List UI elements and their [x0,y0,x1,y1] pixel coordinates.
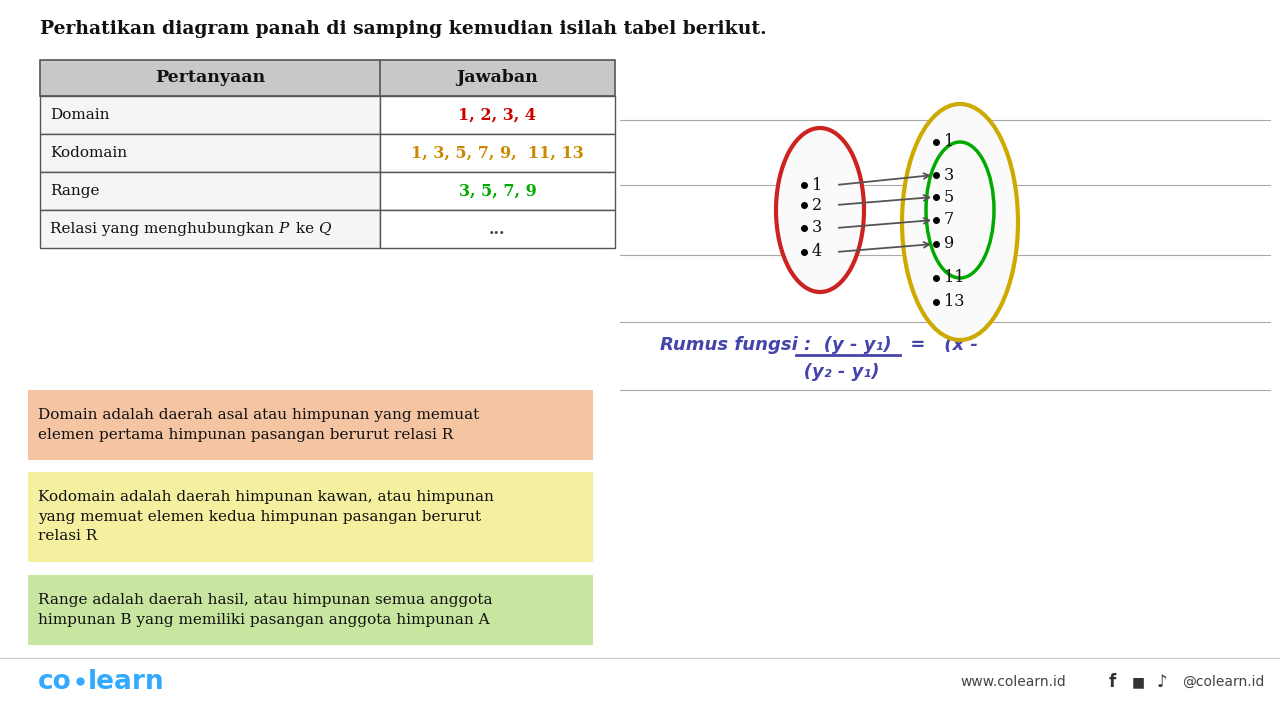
Text: ♪: ♪ [1157,673,1167,691]
Bar [28,575,593,645]
Text: 1: 1 [812,176,822,194]
Bar [40,134,380,172]
Text: Range adalah daerah hasil, atau himpunan semua anggota
himpunan B yang memiliki : Range adalah daerah hasil, atau himpunan… [38,593,493,626]
Text: Kodomain: Kodomain [50,146,127,160]
Text: 3: 3 [945,166,955,184]
Bar [380,134,614,172]
Text: 9: 9 [945,235,955,253]
Text: 1, 3, 5, 7, 9,  11, 13: 1, 3, 5, 7, 9, 11, 13 [411,145,584,161]
Bar [380,96,614,134]
Ellipse shape [925,142,995,278]
Text: P: P [278,222,288,236]
Text: 3: 3 [812,220,822,236]
Ellipse shape [776,128,864,292]
Text: (y₂ - y₁): (y₂ - y₁) [660,363,879,381]
Text: Kodomain adalah daerah himpunan kawan, atau himpunan
yang memuat elemen kedua hi: Kodomain adalah daerah himpunan kawan, a… [38,490,494,544]
Text: ke: ke [291,222,319,236]
Text: 13: 13 [945,294,965,310]
Text: 11: 11 [945,269,965,287]
Bar [40,96,380,134]
Text: @colearn.id: @colearn.id [1181,675,1265,689]
Bar [40,210,380,248]
Text: 1, 2, 3, 4: 1, 2, 3, 4 [458,107,536,124]
Text: ...: ... [489,220,506,238]
Text: Domain: Domain [50,108,110,122]
Text: Relasi yang menghubungkan: Relasi yang menghubungkan [50,222,279,236]
Ellipse shape [902,104,1018,340]
Text: 7: 7 [945,212,955,228]
Text: 2: 2 [812,197,822,214]
Text: www.colearn.id: www.colearn.id [960,675,1066,689]
Bar [380,210,614,248]
Text: f: f [1108,673,1116,691]
Text: co: co [38,669,72,695]
Text: 4: 4 [812,243,822,261]
Text: Perhatikan diagram panah di samping kemudian isilah tabel berikut.: Perhatikan diagram panah di samping kemu… [40,20,767,38]
Text: Range: Range [50,184,100,198]
Text: Rumus fungsi :  (y - y₁)   =   (x -: Rumus fungsi : (y - y₁) = (x - [660,336,978,354]
Text: Pertanyaan: Pertanyaan [155,70,265,86]
Text: 5: 5 [945,189,955,205]
Bar [28,472,593,562]
Text: ■: ■ [1132,675,1144,689]
Text: learn: learn [88,669,165,695]
Bar [40,60,614,96]
Text: Q: Q [317,222,330,236]
Text: Domain adalah daerah asal atau himpunan yang memuat
elemen pertama himpunan pasa: Domain adalah daerah asal atau himpunan … [38,408,479,442]
Bar [380,172,614,210]
Bar [40,172,380,210]
Text: 3, 5, 7, 9: 3, 5, 7, 9 [458,182,536,199]
Text: 1: 1 [945,133,955,150]
Bar [28,390,593,460]
Text: Jawaban: Jawaban [457,70,539,86]
